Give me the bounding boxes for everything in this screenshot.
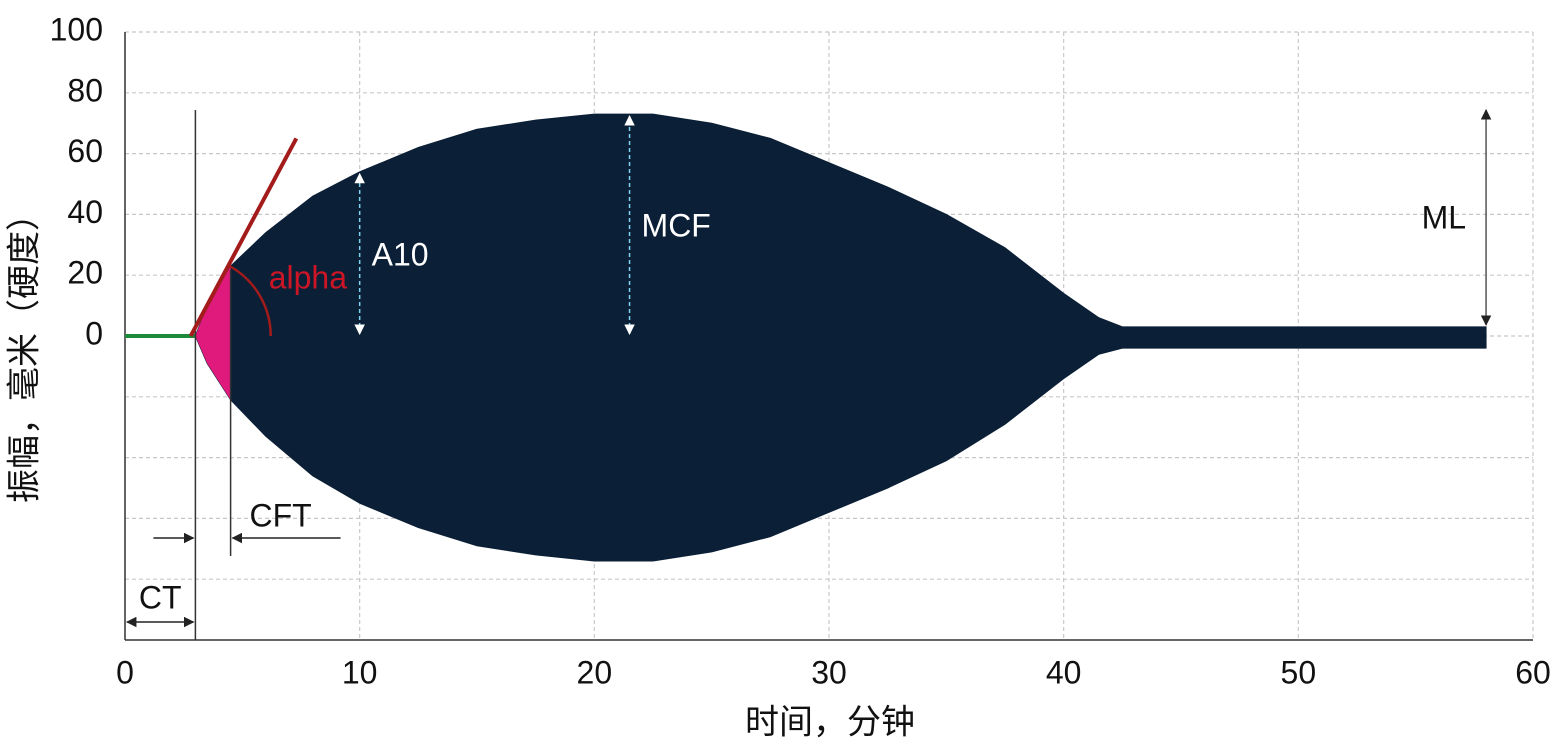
cft-region (195, 114, 231, 561)
alpha-label: alpha (269, 259, 348, 295)
x-tick-label: 60 (1515, 654, 1551, 690)
amplitude-label: MCF (642, 207, 711, 243)
y-tick-label: 20 (67, 255, 103, 291)
x-axis-title: 时间，分钟 (745, 703, 915, 743)
alpha-line (188, 137, 299, 337)
x-tick-label: 50 (1281, 654, 1317, 690)
x-tick-label: 10 (342, 654, 378, 690)
x-tick-label: 20 (577, 654, 613, 690)
ml-label: ML (1422, 199, 1466, 235)
alpha-arc (227, 264, 272, 337)
envelope-area (194, 335, 1487, 562)
x-tick-label: 40 (1046, 654, 1082, 690)
y-tick-label: 40 (67, 194, 103, 230)
x-tick-label: 0 (116, 654, 134, 690)
y-tick-label: 60 (67, 133, 103, 169)
amplitude-label: A10 (372, 236, 429, 272)
envelope-area (194, 113, 1487, 337)
y-axis-title: 振幅，毫米（硬度） (5, 197, 45, 503)
y-tick-label: 0 (85, 315, 103, 351)
cft-label: CFT (249, 497, 311, 533)
y-tick-label: 80 (67, 72, 103, 108)
ct-label: CT (139, 579, 182, 615)
y-tick-label: 100 (50, 11, 103, 47)
x-tick-label: 30 (811, 654, 847, 690)
